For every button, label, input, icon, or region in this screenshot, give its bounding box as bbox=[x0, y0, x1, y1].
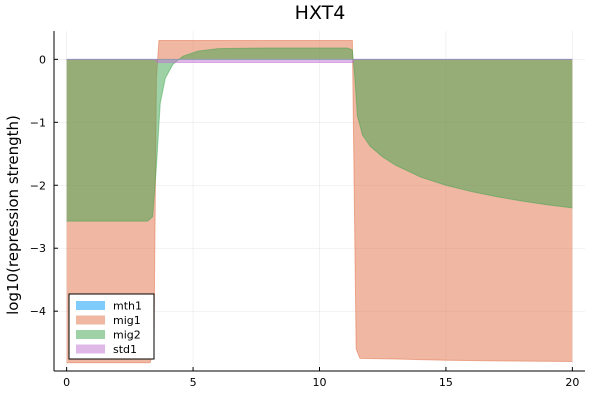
legend-swatch-std1 bbox=[76, 344, 105, 354]
series-area-std1 bbox=[66, 59, 573, 63]
y-axis-title: log10(repression strength) bbox=[4, 115, 22, 315]
y-tick-label-3: −3 bbox=[30, 242, 46, 255]
y-tick-label-4: −4 bbox=[30, 305, 46, 318]
y-tick-label-2: −2 bbox=[30, 179, 46, 192]
legend-swatch-mig2 bbox=[76, 330, 105, 339]
legend-label-std1: std1 bbox=[113, 343, 137, 356]
legend-label-mig1: mig1 bbox=[113, 314, 141, 327]
chart-title: HXT4 bbox=[295, 2, 346, 24]
series-line-mig2 bbox=[66, 47, 573, 222]
y-tick-label-0: 0 bbox=[39, 53, 46, 66]
x-tick-label-2: 10 bbox=[313, 376, 327, 389]
x-tick-label-1: 5 bbox=[190, 376, 197, 389]
series-line-std1 bbox=[66, 58, 573, 63]
series-area-mig2 bbox=[66, 48, 573, 222]
axes bbox=[53, 31, 585, 372]
legend-label-mth1: mth1 bbox=[113, 300, 142, 313]
legend-swatch-mig1 bbox=[76, 315, 105, 325]
y-tick-label-1: −1 bbox=[30, 116, 46, 129]
legend-swatch-mth1 bbox=[76, 301, 105, 310]
series-areas bbox=[66, 39, 573, 364]
x-tick-label-4: 20 bbox=[565, 376, 579, 389]
tick-labels: 0 5 10 15 20 0 −1 −2 −3 −4 bbox=[30, 53, 580, 389]
x-tick-label-3: 15 bbox=[439, 376, 453, 389]
x-tick-label-0: 0 bbox=[63, 376, 70, 389]
legend-label-mig2: mig2 bbox=[113, 329, 141, 342]
